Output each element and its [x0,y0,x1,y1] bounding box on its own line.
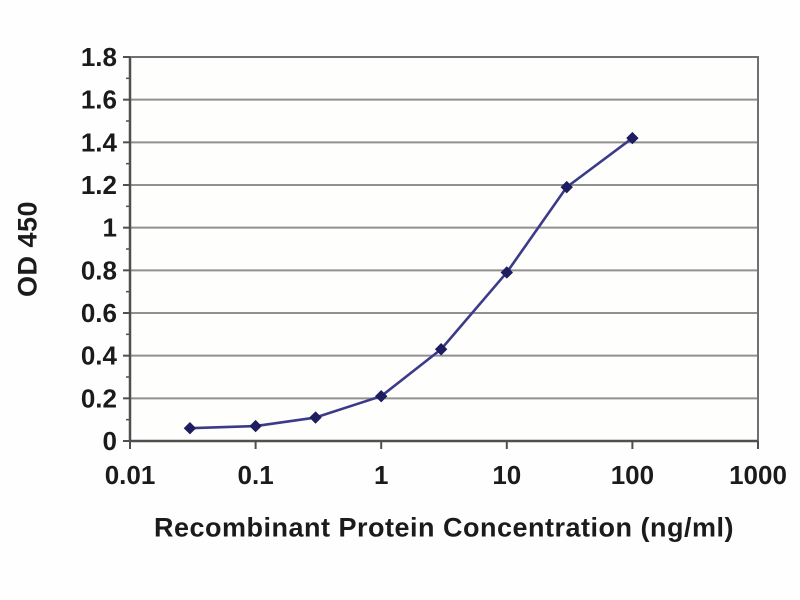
y-tick-label: 1.6 [81,85,117,115]
data-point-marker [626,131,639,145]
data-point-marker [249,419,262,433]
y-tick-label: 0.2 [81,383,117,413]
y-tick-label: 0.4 [81,341,118,371]
y-tick-label: 0.6 [81,298,117,328]
data-point-marker [183,421,197,435]
data-point-marker [374,389,388,403]
plot-area [130,57,758,441]
x-axis-label: Recombinant Protein Concentration (ng/ml… [153,512,735,543]
data-point-marker [560,180,573,194]
data-point-marker [500,266,514,279]
y-tick-label: 0.8 [81,255,117,285]
y-tick-label: 1.2 [81,170,117,200]
x-tick-label: 100 [611,460,654,490]
y-tick-label: 1.8 [81,42,117,72]
x-tick-label: 10 [492,460,521,490]
y-axis-label: OD 450 [12,200,43,298]
data-point-marker [309,411,322,424]
y-tick-label: 0 [103,426,117,456]
data-point-marker [434,343,448,356]
series-line [188,136,634,430]
x-tick-label: 1 [374,460,388,490]
y-tick-label: 1.4 [81,127,118,157]
y-tick-label: 1 [103,213,117,243]
x-tick-label: 1000 [729,460,787,490]
x-tick-label: 0.1 [238,460,274,490]
x-tick-label: 0.01 [105,460,156,490]
